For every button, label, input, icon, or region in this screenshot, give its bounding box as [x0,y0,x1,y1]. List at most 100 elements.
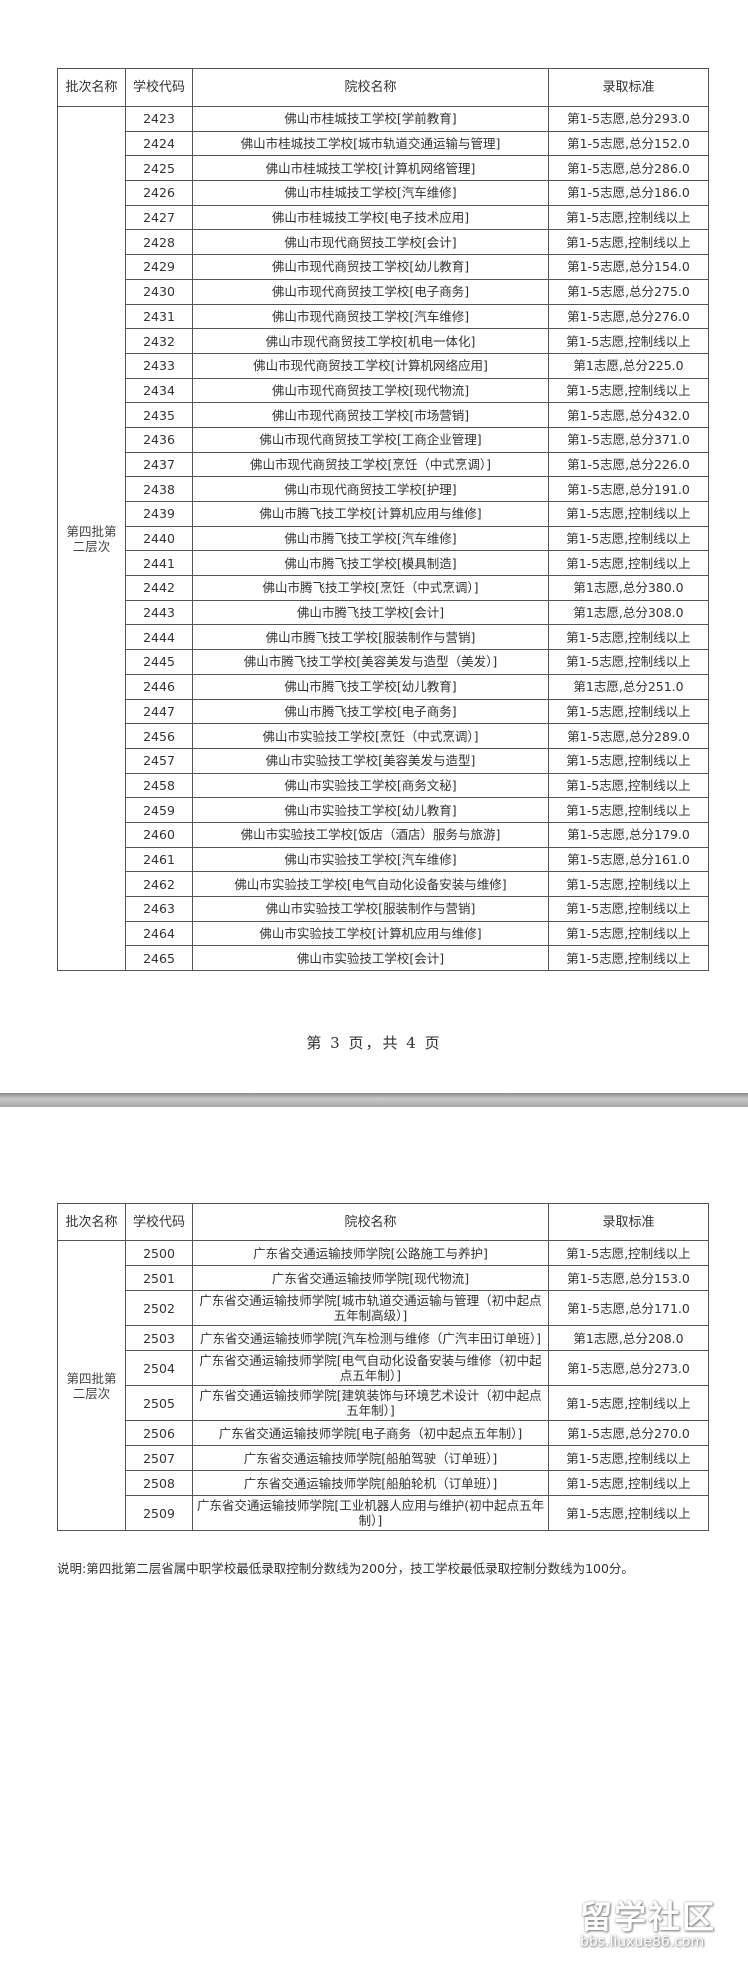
school-code-cell: 2458 [125,772,193,799]
table-row: 2424 佛山市桂城技工学校[城市轨道交通运输与管理] 第1-5志愿,总分152.0 [58,130,709,157]
school-code-cell: 2429 [125,254,193,280]
table-row: 2459 佛山市实验技工学校[幼儿教育] 第1-5志愿,控制线以上 [58,797,709,823]
school-code-cell: 2441 [125,550,193,577]
admission-standard-cell: 第1-5志愿,控制线以上 [548,896,709,922]
school-code-cell: 2501 [125,1265,193,1291]
table-row: 2502 广东省交通运输技师学院[城市轨道交通运输与管理（初中起点五年制高级）] 第… [58,1290,709,1326]
header-batch-name: 批次名称 [57,68,126,107]
admission-standard-cell: 第1-5志愿,控制线以上 [548,1495,709,1531]
header-admission-standard: 录取标准 [548,1203,709,1241]
header-school-code: 学校代码 [125,1203,193,1241]
school-name-cell: 广东省交通运输技师学院[船舶轮机（订单班）] [192,1470,549,1496]
table-row: 2441 佛山市腾飞技工学校[模具制造] 第1-5志愿,控制线以上 [58,550,709,577]
school-code-cell: 2444 [125,624,193,651]
table-row: 2445 佛山市腾飞技工学校[美容美发与造型（美发）] 第1-5志愿,控制线以上 [58,649,709,675]
admission-standard-cell: 第1-5志愿,控制线以上 [548,1445,709,1471]
school-name-cell: 广东省交通运输技师学院[城市轨道交通运输与管理（初中起点五年制高级）] [192,1290,549,1326]
table-header-row: 批次名称 学校代码 院校名称 录取标准 [57,1203,709,1241]
school-name-cell: 佛山市桂城技工学校[城市轨道交通运输与管理] [192,130,549,157]
school-name-cell: 佛山市腾飞技工学校[汽车维修] [192,525,549,552]
page-footer: 第 3 页，共 4 页 [306,1034,442,1052]
school-code-cell: 2445 [125,649,193,675]
admission-standard-cell: 第1-5志愿,总分179.0 [548,821,709,848]
admission-standard-cell: 第1-5志愿,总分286.0 [548,155,709,182]
school-name-cell: 广东省交通运输技师学院[汽车检测与维修（广汽丰田订单班）] [192,1325,549,1351]
table-row: 2432 佛山市现代商贸技工学校[机电一体化] 第1-5志愿,控制线以上 [58,328,709,354]
school-name-cell: 佛山市腾飞技工学校[模具制造] [192,550,549,577]
school-name-cell: 佛山市腾飞技工学校[计算机应用与维修] [192,501,549,527]
admission-standard-cell: 第1-5志愿,控制线以上 [548,797,709,823]
school-name-cell: 佛山市腾飞技工学校[烹饪（中式烹调）] [192,575,549,601]
school-name-cell: 佛山市腾飞技工学校[服装制作与营销] [192,624,549,651]
admission-standard-cell: 第1-5志愿,总分276.0 [548,303,709,330]
admission-standard-cell: 第1-5志愿,总分152.0 [548,130,709,157]
school-code-cell: 2447 [125,698,193,725]
admission-standard-cell: 第1-5志愿,总分154.0 [548,254,709,280]
school-code-cell: 2430 [125,278,193,305]
watermark-logo-text: 留学社区 [580,1898,717,1936]
admission-standard-cell: 第1-5志愿,控制线以上 [548,624,709,651]
admission-standard-cell: 第1-5志愿,控制线以上 [548,1470,709,1496]
table-row: 2431 佛山市现代商贸技工学校[汽车维修] 第1-5志愿,总分276.0 [58,303,709,330]
school-code-cell: 2439 [125,501,193,527]
table-row: 2434 佛山市现代商贸技工学校[现代物流] 第1-5志愿,控制线以上 [58,377,709,404]
school-code-cell: 2506 [125,1420,193,1446]
school-name-cell: 佛山市实验技工学校[电气自动化设备安装与维修] [192,871,549,897]
table-row: 第四批第二层次 2500 广东省交通运输技师学院[公路施工与养护] 第1-5志愿,控制… [57,1240,709,1531]
table-row: 2429 佛山市现代商贸技工学校[幼儿教育] 第1-5志愿,总分154.0 [58,254,709,280]
table-row: 2460 佛山市实验技工学校[饭店（酒店）服务与旅游] 第1-5志愿,总分179.0 [58,821,709,848]
school-code-cell: 2436 [125,426,193,453]
table-row: 2457 佛山市实验技工学校[美容美发与造型] 第1-5志愿,控制线以上 [58,747,709,774]
school-name-cell: 佛山市实验技工学校[汽车维修] [192,846,549,873]
table-row: 2446 佛山市腾飞技工学校[幼儿教育] 第1志愿,总分251.0 [58,673,709,700]
table-row: 2501 广东省交通运输技师学院[现代物流] 第1-5志愿,总分153.0 [58,1265,709,1291]
school-code-cell: 2464 [125,920,193,947]
school-code-cell: 2446 [125,673,193,700]
school-name-cell: 佛山市现代商贸技工学校[汽车维修] [192,303,549,330]
admission-standard-cell: 第1-5志愿,控制线以上 [548,501,709,527]
admission-standard-cell: 第1-5志愿,控制线以上 [548,698,709,725]
table-row: 2437 佛山市现代商贸技工学校[烹饪（中式烹调）] 第1-5志愿,总分226.0 [58,451,709,478]
school-name-cell: 佛山市腾飞技工学校[会计] [192,599,549,626]
admission-standard-cell: 第1志愿,总分251.0 [548,673,709,700]
admission-standard-cell: 第1-5志愿,控制线以上 [548,945,709,972]
page-separator [0,1093,748,1107]
school-code-cell: 2431 [125,303,193,330]
school-name-cell: 佛山市实验技工学校[服装制作与营销] [192,896,549,922]
table-row: 2427 佛山市桂城技工学校[电子技术应用] 第1-5志愿,控制线以上 [58,204,709,231]
table-row: 2464 佛山市实验技工学校[计算机应用与维修] 第1-5志愿,控制线以上 [58,920,709,947]
school-name-cell: 佛山市现代商贸技工学校[计算机网络应用] [192,352,549,379]
admission-standard-cell: 第1-5志愿,总分191.0 [548,476,709,502]
admission-standard-cell: 第1-5志愿,控制线以上 [548,920,709,947]
admission-standard-cell: 第1志愿,总分380.0 [548,575,709,601]
school-name-cell: 佛山市现代商贸技工学校[现代物流] [192,377,549,404]
admission-standard-cell: 第1-5志愿,总分275.0 [548,278,709,305]
school-name-cell: 广东省交通运输技师学院[建筑装饰与环境艺术设计（初中起点五年制）] [192,1385,549,1421]
school-code-cell: 2443 [125,599,193,626]
school-name-cell: 佛山市现代商贸技工学校[机电一体化] [192,328,549,354]
table-row: 2442 佛山市腾飞技工学校[烹饪（中式烹调）] 第1志愿,总分380.0 [58,575,709,601]
school-name-cell: 佛山市腾飞技工学校[美容美发与造型（美发）] [192,649,549,675]
admission-standard-cell: 第1-5志愿,总分153.0 [548,1265,709,1291]
school-code-cell: 2457 [125,747,193,774]
school-name-cell: 佛山市现代商贸技工学校[工商企业管理] [192,426,549,453]
table-row: 2440 佛山市腾飞技工学校[汽车维修] 第1-5志愿,控制线以上 [58,525,709,552]
school-code-cell: 2425 [125,155,193,182]
table-row: 2444 佛山市腾飞技工学校[服装制作与营销] 第1-5志愿,控制线以上 [58,624,709,651]
batch-name-cell: 第四批第二层次 [57,105,126,972]
admission-standard-cell: 第1-5志愿,控制线以上 [548,328,709,354]
school-code-cell: 2509 [125,1495,193,1531]
table-row: 2447 佛山市腾飞技工学校[电子商务] 第1-5志愿,控制线以上 [58,698,709,725]
table-row: 2435 佛山市现代商贸技工学校[市场营销] 第1-5志愿,总分432.0 [58,402,709,428]
school-name-cell: 佛山市现代商贸技工学校[会计] [192,229,549,256]
table-row: 2425 佛山市桂城技工学校[计算机网络管理] 第1-5志愿,总分286.0 [58,155,709,182]
header-batch-name: 批次名称 [57,1203,126,1241]
admission-standard-cell: 第1-5志愿,控制线以上 [548,525,709,552]
table-row: 2462 佛山市实验技工学校[电气自动化设备安装与维修] 第1-5志愿,控制线以上 [58,871,709,897]
admission-table-page-4: 批次名称 学校代码 院校名称 录取标准 第四批第二层次 2500 广东省交通运输技师… [57,1203,709,1531]
admission-standard-cell: 第1-5志愿,控制线以上 [548,229,709,256]
school-code-cell: 2505 [125,1385,193,1421]
table-row: 2443 佛山市腾飞技工学校[会计] 第1志愿,总分308.0 [58,599,709,626]
admission-standard-cell: 第1-5志愿,总分432.0 [548,402,709,428]
admission-table-page-3: 批次名称 学校代码 院校名称 录取标准 第四批第二层次 2423 佛山市桂城技工学校… [57,68,709,972]
